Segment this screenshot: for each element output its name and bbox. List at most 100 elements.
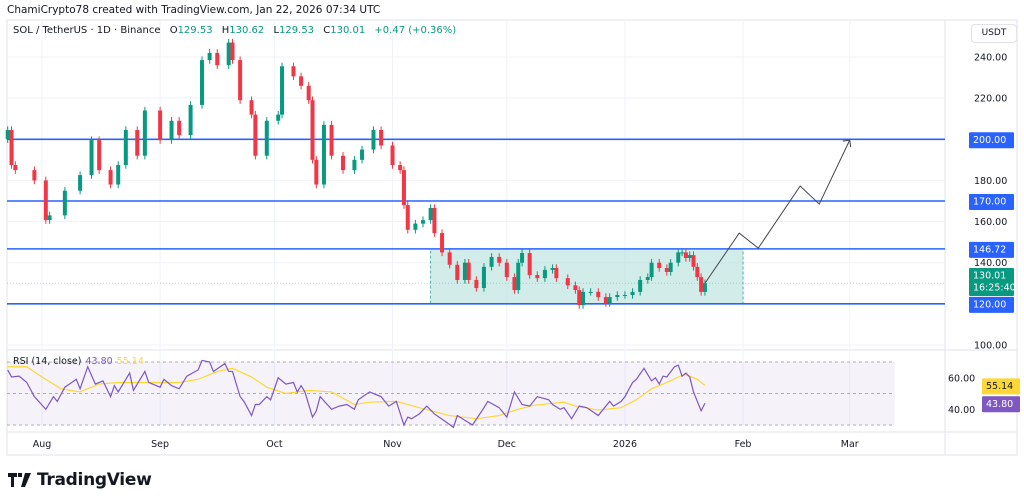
last-price-badge: 16:25:40 bbox=[973, 283, 1016, 294]
candle-body bbox=[565, 278, 570, 286]
price-tick-label: 180.00 bbox=[974, 176, 1007, 187]
candle-body bbox=[581, 291, 586, 306]
candle-body bbox=[177, 120, 182, 136]
candle-body bbox=[676, 252, 681, 263]
candle-body bbox=[230, 42, 235, 61]
candle-body bbox=[340, 155, 345, 171]
candle-body bbox=[108, 170, 113, 185]
high-value: 130.62 bbox=[229, 25, 265, 36]
low-value: 129.53 bbox=[279, 25, 315, 36]
candle-body bbox=[520, 253, 525, 263]
open-value: 129.53 bbox=[177, 25, 213, 36]
candle-body bbox=[238, 60, 243, 101]
candle-body bbox=[169, 120, 174, 141]
candle-body bbox=[462, 262, 467, 280]
candle-body bbox=[310, 100, 315, 160]
time-tick-label: 2026 bbox=[613, 439, 637, 450]
level-price-badge: 200.00 bbox=[973, 135, 1006, 146]
rsi-tick-label: 40.00 bbox=[948, 405, 975, 416]
candle-body bbox=[405, 205, 410, 230]
candle-body bbox=[78, 175, 83, 191]
candle-body bbox=[401, 170, 406, 206]
projection-path bbox=[704, 139, 851, 284]
candle-body bbox=[554, 268, 559, 279]
candle-body bbox=[516, 262, 521, 291]
rsi-ma-line bbox=[7, 366, 706, 420]
candle-body bbox=[432, 207, 437, 234]
candle-body bbox=[615, 294, 620, 298]
candle-body bbox=[577, 290, 582, 306]
candle-body bbox=[32, 170, 37, 181]
logo-text: TradingView bbox=[37, 470, 152, 490]
tradingview-logo-icon bbox=[8, 473, 31, 487]
tradingview-logo[interactable]: TradingView bbox=[8, 470, 152, 490]
candle-body bbox=[249, 100, 254, 115]
candle-body bbox=[512, 277, 517, 291]
candle-body bbox=[622, 294, 627, 296]
level-price-badge: 170.00 bbox=[973, 196, 1006, 207]
candle-body bbox=[371, 130, 376, 150]
candle-body bbox=[158, 110, 163, 141]
candle-body bbox=[699, 277, 704, 292]
candle-body bbox=[680, 252, 685, 254]
candle-body bbox=[683, 252, 688, 258]
candle-body bbox=[421, 220, 425, 224]
rsi-ma-badge: 55.14 bbox=[986, 381, 1013, 392]
candle-body bbox=[226, 42, 231, 66]
candle-body bbox=[440, 233, 445, 253]
candle-body bbox=[360, 149, 365, 160]
candle-body bbox=[607, 297, 612, 304]
level-price-badge-bg bbox=[969, 132, 1014, 149]
candle-body bbox=[668, 262, 673, 272]
arrow-head-icon bbox=[842, 139, 852, 148]
candle-body bbox=[321, 124, 326, 185]
candle-body bbox=[390, 145, 395, 165]
rsi-legend: RSI (14, close) 43.80 55.14 bbox=[13, 356, 144, 367]
candle-body bbox=[413, 223, 418, 230]
level-price-badge-bg bbox=[969, 296, 1014, 313]
symbol-name[interactable]: SOL / TetherUS · 1D · Binance bbox=[13, 25, 161, 36]
candle-body bbox=[306, 85, 311, 101]
candle-body bbox=[657, 262, 662, 269]
open-label: O bbox=[169, 25, 178, 36]
candle-body bbox=[43, 180, 48, 221]
candle-body bbox=[428, 207, 433, 221]
candle-body bbox=[447, 252, 452, 265]
rsi-badge-bg bbox=[982, 396, 1020, 413]
candle-body bbox=[135, 130, 140, 156]
time-tick-label: Oct bbox=[266, 439, 283, 450]
level-price-badge: 146.72 bbox=[973, 244, 1006, 255]
candle-body bbox=[47, 215, 52, 221]
candle-body bbox=[276, 114, 281, 121]
rsi-badge: 43.80 bbox=[986, 399, 1013, 410]
candle-body bbox=[62, 190, 67, 216]
time-tick-label: Nov bbox=[383, 439, 402, 450]
candle-body bbox=[398, 164, 403, 171]
candle-body bbox=[314, 159, 319, 185]
time-tick-label: Mar bbox=[841, 439, 859, 450]
level-price-badge-bg bbox=[969, 193, 1014, 210]
chart-credit: ChamiCrypto78 created with TradingView.c… bbox=[7, 4, 381, 16]
candle-body bbox=[280, 66, 285, 115]
candle-body bbox=[116, 164, 121, 185]
candle-body bbox=[352, 159, 357, 171]
candle-body bbox=[664, 268, 669, 272]
candle-body bbox=[649, 262, 654, 278]
candle-body bbox=[504, 262, 509, 278]
rsi-title[interactable]: RSI (14, close) bbox=[13, 356, 82, 367]
candle-body bbox=[13, 164, 18, 171]
candle-body bbox=[573, 285, 578, 291]
candle-body bbox=[5, 130, 10, 140]
last-price-badge-bg bbox=[969, 268, 1014, 296]
chart-frame bbox=[6, 19, 1018, 456]
candle-body bbox=[9, 130, 14, 165]
candle-body bbox=[645, 277, 650, 280]
time-tick-label: Dec bbox=[498, 439, 516, 450]
low-label: L bbox=[273, 25, 280, 36]
level-price-badge: 120.00 bbox=[973, 299, 1006, 310]
candle-body bbox=[253, 114, 258, 156]
candle-body bbox=[603, 297, 608, 304]
candle-body bbox=[550, 268, 555, 270]
symbol-legend: SOL / TetherUS · 1D · Binance O129.53 H1… bbox=[13, 25, 456, 36]
